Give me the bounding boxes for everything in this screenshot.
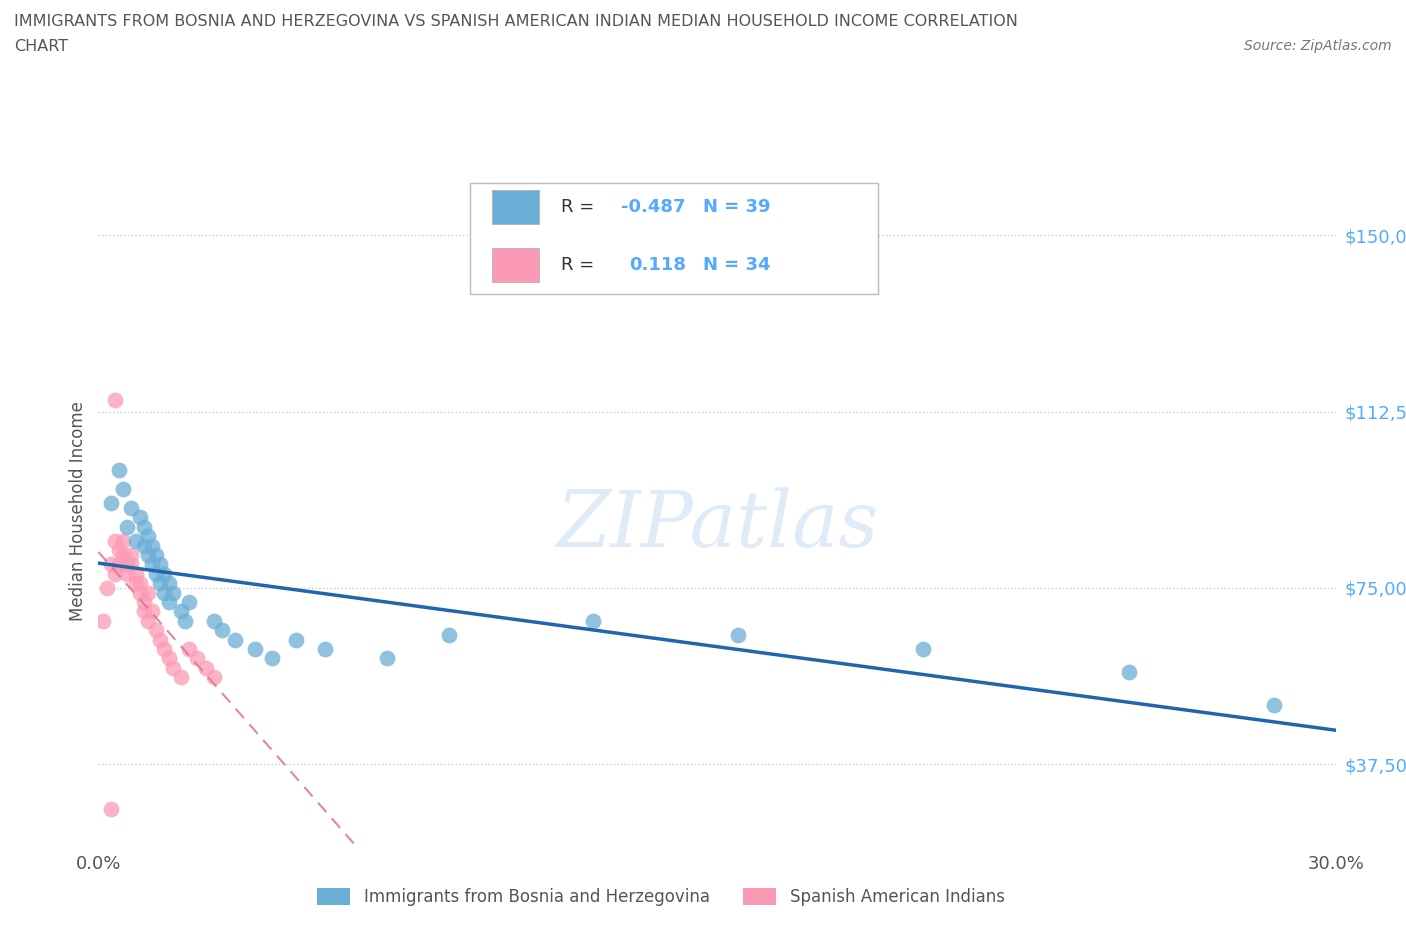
Legend: Immigrants from Bosnia and Herzegovina, Spanish American Indians: Immigrants from Bosnia and Herzegovina, … [311, 881, 1011, 912]
Point [157, 594, 180, 609]
Point [145, 623, 167, 638]
Point [112, 548, 135, 563]
Point [141, 538, 163, 553]
Point [157, 651, 180, 666]
Point [153, 566, 176, 581]
Text: N = 34: N = 34 [703, 256, 770, 274]
Point [132, 519, 155, 534]
Point [149, 557, 172, 572]
Point [136, 548, 159, 563]
Point [224, 632, 246, 647]
Point [104, 392, 127, 407]
Point [100, 557, 122, 572]
FancyBboxPatch shape [492, 190, 538, 223]
Point [96, 580, 118, 595]
Point [108, 463, 131, 478]
Point [117, 519, 139, 534]
Point [112, 482, 135, 497]
Point [1263, 698, 1285, 712]
Point [120, 557, 142, 572]
Point [260, 651, 283, 666]
Point [136, 613, 159, 628]
Point [104, 534, 127, 549]
Point [132, 594, 155, 609]
Text: -0.487: -0.487 [620, 198, 685, 216]
Point [145, 548, 167, 563]
Point [100, 496, 122, 511]
Point [120, 548, 142, 563]
Point [124, 576, 146, 591]
Point [186, 651, 208, 666]
Text: R =: R = [561, 198, 600, 216]
Point [132, 538, 155, 553]
Point [375, 651, 398, 666]
Point [202, 613, 225, 628]
Point [108, 557, 131, 572]
Text: R =: R = [561, 256, 606, 274]
Point [128, 585, 150, 600]
Point [211, 623, 233, 638]
Point [157, 576, 180, 591]
Y-axis label: Median Household Income: Median Household Income [69, 402, 87, 621]
Point [285, 632, 308, 647]
Point [1118, 665, 1140, 680]
Point [141, 557, 163, 572]
Point [124, 566, 146, 581]
Point [128, 576, 150, 591]
Point [141, 604, 163, 618]
Point [120, 500, 142, 515]
Point [153, 585, 176, 600]
Point [153, 642, 176, 657]
Point [112, 534, 135, 549]
Point [136, 585, 159, 600]
Text: ZIPatlas: ZIPatlas [555, 486, 879, 563]
Point [202, 670, 225, 684]
Point [117, 557, 139, 572]
Point [145, 566, 167, 581]
Point [437, 628, 460, 643]
Point [104, 566, 127, 581]
Point [149, 576, 172, 591]
Text: Source: ZipAtlas.com: Source: ZipAtlas.com [1244, 39, 1392, 53]
Point [128, 510, 150, 525]
Point [174, 613, 197, 628]
Point [179, 642, 201, 657]
Text: N = 39: N = 39 [703, 198, 770, 216]
Point [170, 604, 193, 618]
Text: IMMIGRANTS FROM BOSNIA AND HERZEGOVINA VS SPANISH AMERICAN INDIAN MEDIAN HOUSEHO: IMMIGRANTS FROM BOSNIA AND HERZEGOVINA V… [14, 14, 1018, 29]
Point [582, 613, 605, 628]
Point [727, 628, 749, 643]
Point [149, 632, 172, 647]
Point [136, 529, 159, 544]
Point [314, 642, 336, 657]
Text: 0.118: 0.118 [630, 256, 686, 274]
Point [91, 613, 114, 628]
Text: CHART: CHART [14, 39, 67, 54]
Point [108, 543, 131, 558]
Point [117, 566, 139, 581]
Point [170, 670, 193, 684]
Point [194, 660, 217, 675]
Point [132, 604, 155, 618]
FancyBboxPatch shape [470, 183, 877, 294]
FancyBboxPatch shape [492, 248, 538, 282]
Point [162, 585, 184, 600]
Point [100, 802, 122, 817]
Point [912, 642, 935, 657]
Point [124, 534, 146, 549]
Point [243, 642, 266, 657]
Point [162, 660, 184, 675]
Point [179, 594, 201, 609]
